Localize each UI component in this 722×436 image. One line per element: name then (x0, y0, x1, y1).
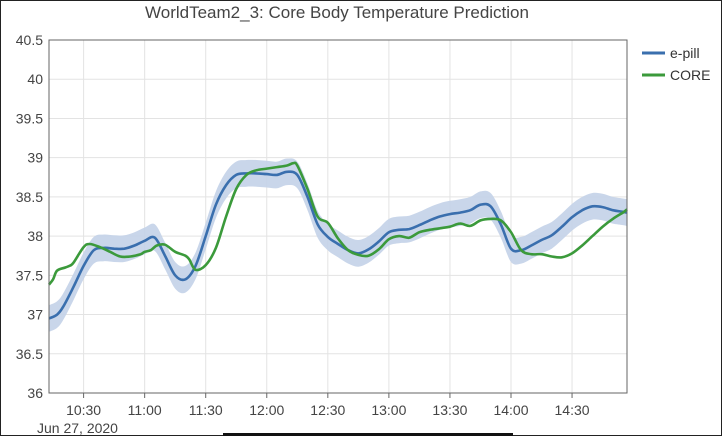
legend-item-e-pill[interactable]: e-pill (642, 45, 700, 61)
line-e-pill[interactable] (48, 170, 628, 320)
legend-label-core: CORE (670, 67, 710, 83)
y-tick-label: 36 (27, 385, 43, 401)
legend-item-core[interactable]: CORE (642, 67, 710, 83)
x-tick-label: 14:00 (493, 402, 528, 418)
y-tick-label: 39.5 (16, 110, 43, 126)
line-core[interactable] (47, 161, 628, 286)
y-tick-label: 40.5 (16, 32, 43, 48)
date-label: Jun 27, 2020 (37, 420, 118, 435)
y-tick-label: 37.5 (16, 267, 43, 283)
horizontal-scrollbar[interactable] (223, 433, 513, 436)
y-axis-ticks: 40.5 40 39.5 39 38.5 38 37.5 37 36.5 36 (16, 32, 43, 401)
x-tick-label: 10:30 (66, 402, 101, 418)
x-tick-label: 11:30 (189, 402, 223, 418)
x-tick-label: 13:30 (432, 402, 467, 418)
x-tick-label: 11:00 (128, 402, 162, 418)
y-tick-label: 38.5 (16, 189, 43, 205)
legend-label-e-pill: e-pill (670, 45, 700, 61)
grid (49, 39, 627, 394)
x-tick-label: 12:00 (249, 402, 284, 418)
x-tick-label: 14:30 (555, 402, 590, 418)
y-tick-label: 36.5 (16, 346, 43, 362)
x-tick-label: 12:30 (310, 402, 345, 418)
plot-border (48, 39, 628, 394)
legend[interactable]: e-pill CORE (642, 45, 710, 83)
chart-title: WorldTeam2_3: Core Body Temperature Pred… (145, 3, 529, 22)
y-tick-label: 38 (27, 228, 43, 244)
series-lines (47, 161, 628, 320)
x-tick-label: 13:00 (371, 402, 406, 418)
y-tick-label: 39 (27, 150, 43, 166)
y-tick-label: 37 (27, 307, 43, 323)
y-tick-label: 40 (27, 71, 43, 87)
x-axis-ticks: 10:30 11:00 11:30 12:00 12:30 13:00 13:30 14:00… (66, 393, 590, 418)
